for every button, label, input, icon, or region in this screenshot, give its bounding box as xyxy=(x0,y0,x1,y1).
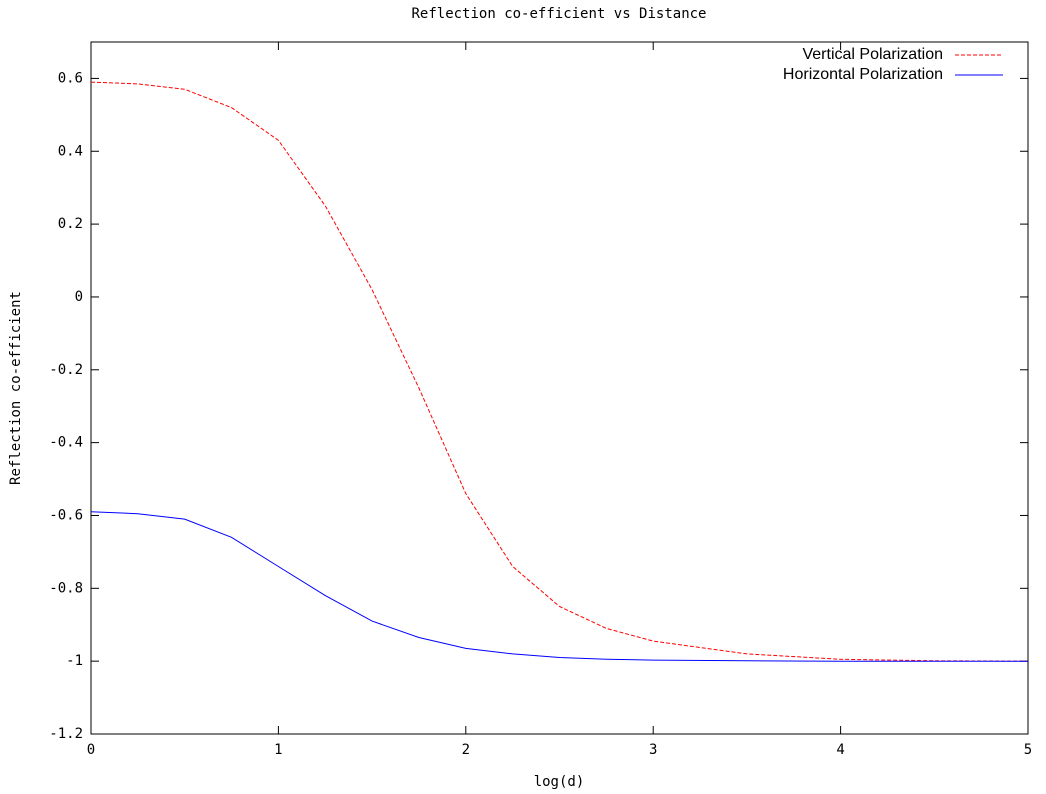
series-line xyxy=(90,511,1028,662)
legend-label: Vertical Polarization xyxy=(802,46,943,63)
series-line xyxy=(90,81,1029,662)
y-axis-label: Reflection co-efficient xyxy=(8,291,24,485)
x-tick-label: 0 xyxy=(87,742,95,758)
y-tick-label: -0.8 xyxy=(49,580,83,596)
y-tick-label: -0.6 xyxy=(49,507,83,523)
chart-title: Reflection co-efficient vs Distance xyxy=(411,6,706,22)
y-tick-label: -0.4 xyxy=(49,435,83,451)
y-tick-label: -1 xyxy=(66,653,83,669)
y-tick-label: 0 xyxy=(75,289,83,305)
x-tick-label: 1 xyxy=(274,742,282,758)
y-tick-label: -1.2 xyxy=(49,726,83,742)
x-tick-label: 2 xyxy=(462,742,470,758)
x-axis-label: log(d) xyxy=(534,774,585,790)
legend-label: Horizontal Polarization xyxy=(783,66,943,83)
y-tick-label: 0.4 xyxy=(58,143,83,159)
x-tick-label: 3 xyxy=(649,742,657,758)
y-tick-label: -0.2 xyxy=(49,362,83,378)
plot-frame xyxy=(90,41,1029,735)
x-tick-label: 4 xyxy=(836,742,844,758)
y-tick-label: 0.2 xyxy=(58,216,83,232)
x-tick-label: 5 xyxy=(1024,742,1032,758)
y-tick-label: 0.6 xyxy=(58,70,83,86)
